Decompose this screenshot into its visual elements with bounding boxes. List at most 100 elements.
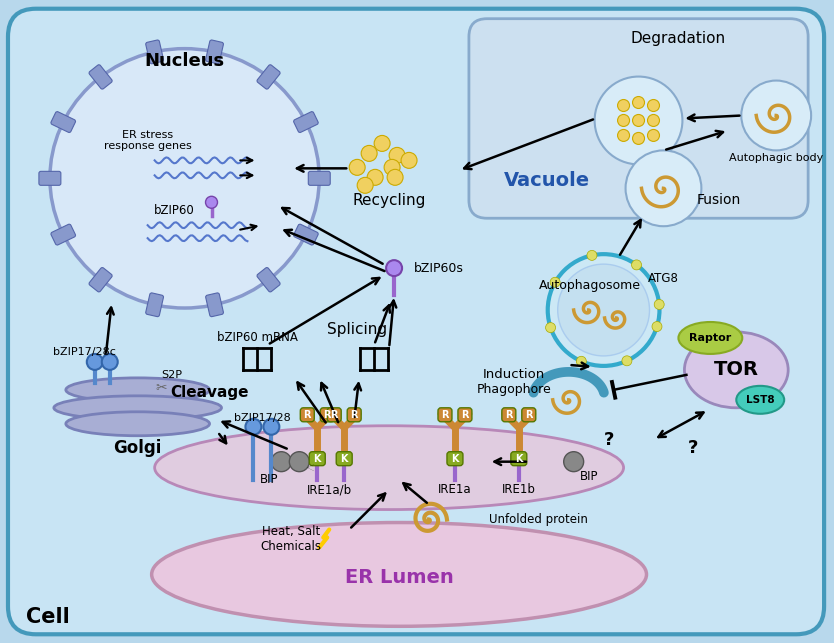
- Text: Phagophore: Phagophore: [476, 383, 551, 396]
- Text: Golgi: Golgi: [113, 439, 162, 457]
- FancyBboxPatch shape: [294, 224, 319, 245]
- FancyBboxPatch shape: [89, 65, 113, 89]
- FancyBboxPatch shape: [309, 171, 330, 185]
- Text: Raptor: Raptor: [689, 333, 731, 343]
- Circle shape: [647, 129, 660, 141]
- Text: bZIP17/28c: bZIP17/28c: [53, 347, 116, 357]
- Text: R: R: [330, 410, 338, 420]
- Circle shape: [289, 451, 309, 472]
- Text: IRE1a/b: IRE1a/b: [307, 483, 352, 496]
- Text: bZIP17/28: bZIP17/28: [234, 413, 291, 423]
- Circle shape: [102, 354, 118, 370]
- Text: S2P: S2P: [161, 370, 182, 380]
- Text: IRE1a: IRE1a: [438, 483, 472, 496]
- Text: R: R: [525, 410, 533, 420]
- Text: Splicing: Splicing: [327, 323, 387, 338]
- Text: TOR: TOR: [714, 360, 759, 379]
- Circle shape: [632, 96, 645, 109]
- Circle shape: [374, 136, 390, 151]
- Ellipse shape: [152, 523, 646, 626]
- FancyBboxPatch shape: [447, 451, 463, 466]
- Text: bZIP60s: bZIP60s: [414, 262, 464, 275]
- Text: Autophagic body: Autophagic body: [729, 154, 823, 163]
- FancyBboxPatch shape: [309, 451, 325, 466]
- Text: Nucleus: Nucleus: [144, 51, 224, 69]
- Circle shape: [617, 100, 630, 111]
- Text: LST8: LST8: [746, 395, 775, 405]
- Circle shape: [386, 260, 402, 276]
- FancyBboxPatch shape: [502, 408, 515, 422]
- Circle shape: [357, 177, 373, 194]
- Circle shape: [647, 114, 660, 127]
- Text: ER stress
response genes: ER stress response genes: [103, 130, 192, 151]
- Ellipse shape: [66, 412, 209, 436]
- Text: ER Lumen: ER Lumen: [344, 568, 454, 587]
- Text: Induction: Induction: [483, 368, 545, 381]
- Text: bZIP60: bZIP60: [154, 204, 195, 217]
- Text: ?: ?: [688, 439, 699, 457]
- Circle shape: [617, 114, 630, 127]
- Ellipse shape: [736, 386, 784, 414]
- Ellipse shape: [154, 426, 624, 509]
- Text: Fusion: Fusion: [696, 194, 741, 207]
- Text: Cell: Cell: [26, 608, 70, 628]
- FancyBboxPatch shape: [300, 408, 314, 422]
- Circle shape: [205, 196, 218, 208]
- Text: R: R: [324, 410, 331, 420]
- Circle shape: [564, 451, 584, 472]
- FancyBboxPatch shape: [327, 408, 341, 422]
- Ellipse shape: [54, 396, 222, 420]
- Ellipse shape: [50, 49, 319, 308]
- FancyBboxPatch shape: [8, 9, 824, 634]
- FancyBboxPatch shape: [320, 408, 334, 422]
- Circle shape: [632, 114, 645, 127]
- Text: R: R: [350, 410, 358, 420]
- Text: Unfolded protein: Unfolded protein: [489, 513, 588, 526]
- Text: R: R: [505, 410, 513, 420]
- Text: R: R: [441, 410, 449, 420]
- Text: BIP: BIP: [260, 473, 279, 486]
- FancyBboxPatch shape: [469, 19, 808, 218]
- FancyBboxPatch shape: [294, 112, 319, 132]
- Circle shape: [367, 169, 383, 185]
- Circle shape: [626, 150, 701, 226]
- Text: Cleavage: Cleavage: [170, 385, 249, 401]
- FancyBboxPatch shape: [146, 40, 163, 64]
- Text: bZIP60 mRNA: bZIP60 mRNA: [217, 331, 298, 345]
- FancyBboxPatch shape: [51, 112, 76, 132]
- Circle shape: [622, 356, 632, 366]
- Circle shape: [389, 147, 405, 163]
- FancyBboxPatch shape: [458, 408, 472, 422]
- Circle shape: [548, 254, 660, 366]
- Circle shape: [349, 159, 365, 176]
- Text: K: K: [314, 454, 321, 464]
- FancyBboxPatch shape: [438, 408, 452, 422]
- Text: R: R: [461, 410, 469, 420]
- FancyBboxPatch shape: [206, 293, 224, 316]
- Circle shape: [654, 300, 664, 309]
- Text: Autophagosome: Autophagosome: [539, 278, 641, 291]
- FancyBboxPatch shape: [51, 224, 76, 245]
- Circle shape: [384, 159, 400, 176]
- FancyBboxPatch shape: [89, 267, 113, 292]
- Text: ?: ?: [604, 431, 614, 449]
- Circle shape: [595, 77, 682, 165]
- Text: IRE1b: IRE1b: [502, 483, 535, 496]
- Text: BIP: BIP: [580, 470, 598, 483]
- Text: Vacuole: Vacuole: [504, 171, 590, 190]
- Circle shape: [245, 419, 261, 435]
- FancyBboxPatch shape: [522, 408, 535, 422]
- Ellipse shape: [678, 322, 742, 354]
- FancyBboxPatch shape: [257, 267, 280, 292]
- Text: ATG8: ATG8: [648, 271, 679, 285]
- Text: Degradation: Degradation: [631, 31, 726, 46]
- Circle shape: [652, 322, 662, 332]
- FancyBboxPatch shape: [146, 293, 163, 316]
- Circle shape: [576, 356, 586, 367]
- Circle shape: [550, 277, 560, 287]
- Text: K: K: [451, 454, 459, 464]
- Circle shape: [545, 323, 555, 332]
- FancyBboxPatch shape: [39, 171, 61, 185]
- FancyBboxPatch shape: [336, 451, 352, 466]
- FancyBboxPatch shape: [510, 451, 527, 466]
